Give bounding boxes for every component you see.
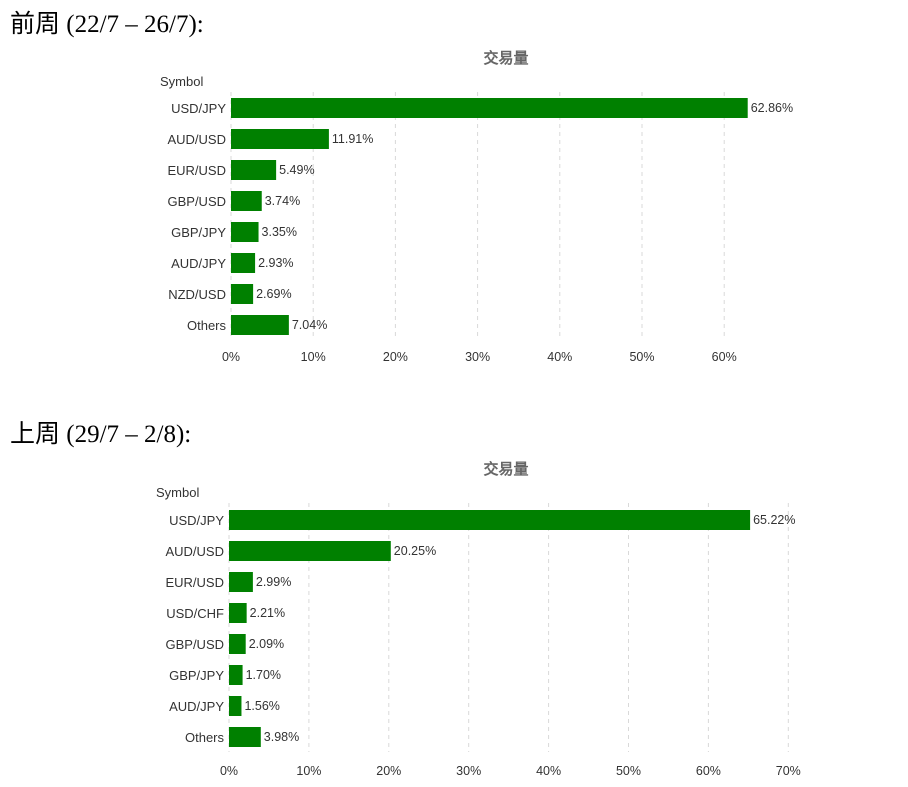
x-tick-label: 0% [220, 764, 238, 778]
category-label: NZD/USD [168, 287, 226, 302]
week-heading-last: 上周 (29/7 – 2/8): [10, 421, 192, 448]
volume-chart-previous-week: 0% 10% 20% 30% 40% 50% 60% 交易量 Symbol USD/JPY 62.8… [160, 49, 793, 364]
bar [229, 727, 261, 747]
bar-value-label: 2.93% [258, 256, 293, 270]
bar [229, 541, 391, 561]
category-label: AUD/USD [167, 132, 226, 147]
category-label: GBP/JPY [171, 225, 226, 240]
bar [231, 129, 329, 149]
x-tick-label: 40% [547, 350, 572, 364]
category-label: USD/CHF [166, 606, 224, 621]
category-label: GBP/USD [165, 637, 224, 652]
x-tick-label: 50% [616, 764, 641, 778]
bar [231, 160, 277, 180]
category-label: GBP/JPY [169, 668, 224, 683]
bar [231, 284, 254, 304]
category-label: AUD/JPY [171, 256, 226, 271]
bar-value-label: 3.98% [264, 730, 299, 744]
bar [231, 253, 256, 273]
bar-value-label: 2.09% [249, 637, 284, 651]
x-tick-label: 70% [776, 764, 801, 778]
y-axis-title: Symbol [160, 74, 203, 89]
x-tick-label: 30% [456, 764, 481, 778]
bar [229, 510, 751, 530]
chart-title: 交易量 [483, 460, 528, 478]
bar [231, 222, 259, 242]
category-label: Others [185, 730, 225, 745]
bar [229, 696, 242, 716]
x-tick-label: 10% [301, 350, 326, 364]
category-label: AUD/JPY [169, 699, 224, 714]
bar [231, 315, 289, 335]
bar-value-label: 5.49% [279, 163, 314, 177]
category-label: EUR/USD [167, 163, 226, 178]
y-axis-title: Symbol [156, 485, 199, 500]
bar [229, 572, 253, 592]
week-heading-previous: 前周 (22/7 – 26/7): [10, 11, 204, 38]
bar-value-label: 3.35% [262, 225, 297, 239]
bar [231, 191, 262, 211]
x-tick-label: 0% [222, 350, 240, 364]
x-tick-label: 20% [383, 350, 408, 364]
x-tick-label: 60% [696, 764, 721, 778]
bar [229, 665, 243, 685]
chart-title: 交易量 [483, 49, 528, 67]
x-tick-label: 60% [712, 350, 737, 364]
category-label: USD/JPY [169, 513, 224, 528]
bar-value-label: 1.56% [244, 699, 279, 713]
bar-value-label: 62.86% [751, 101, 793, 115]
bar [229, 634, 246, 654]
x-tick-label: 20% [376, 764, 401, 778]
bar-value-label: 3.74% [265, 194, 300, 208]
bar [229, 603, 247, 623]
x-tick-label: 30% [465, 350, 490, 364]
x-tick-label: 40% [536, 764, 561, 778]
bar-value-label: 20.25% [394, 544, 436, 558]
category-label: EUR/USD [165, 575, 224, 590]
bar-value-label: 2.69% [256, 287, 291, 301]
bar-value-label: 65.22% [753, 513, 795, 527]
category-label: Others [187, 318, 227, 333]
x-tick-label: 50% [629, 350, 654, 364]
x-tick-label: 10% [296, 764, 321, 778]
category-label: AUD/USD [165, 544, 224, 559]
bar-value-label: 11.91% [332, 132, 373, 146]
bar-value-label: 2.21% [250, 606, 285, 620]
bar [231, 98, 748, 118]
bar-value-label: 1.70% [246, 668, 281, 682]
bar-value-label: 7.04% [292, 318, 327, 332]
category-label: USD/JPY [171, 101, 226, 116]
category-label: GBP/USD [167, 194, 226, 209]
bar-value-label: 2.99% [256, 575, 291, 589]
